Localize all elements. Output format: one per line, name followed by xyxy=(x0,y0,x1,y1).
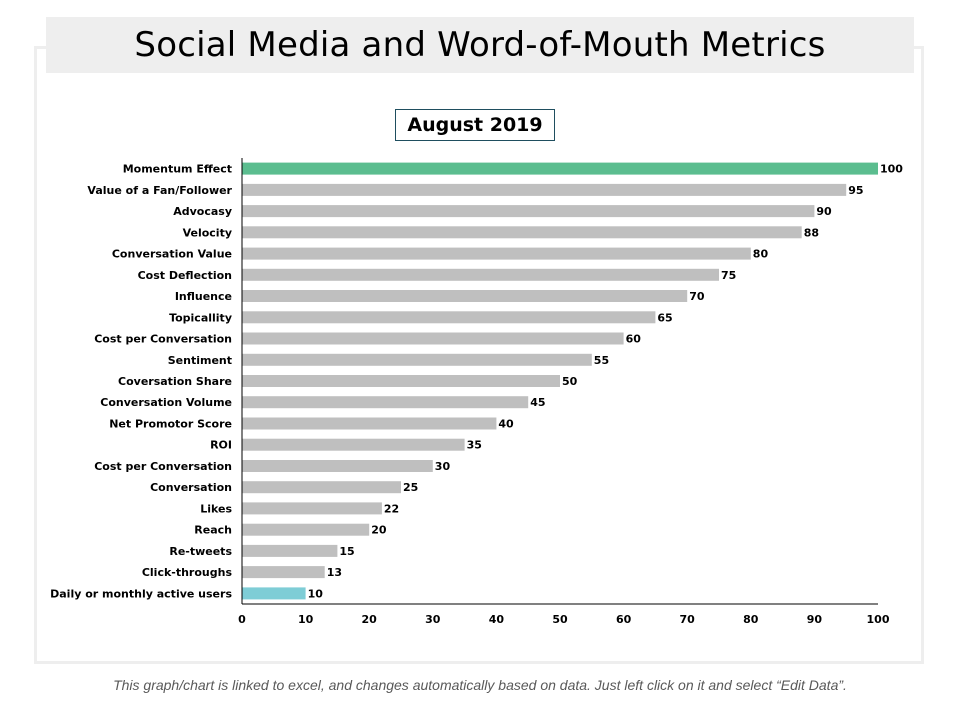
data-label: 10 xyxy=(308,587,324,600)
data-label: 20 xyxy=(371,524,387,537)
data-label: 22 xyxy=(384,502,399,515)
category-label: Re-tweets xyxy=(169,545,232,558)
footer-note: This graph/chart is linked to excel, and… xyxy=(113,677,847,693)
x-tick-label: 40 xyxy=(489,613,505,626)
data-label: 80 xyxy=(753,248,769,261)
bar xyxy=(242,502,382,515)
category-label: Daily or monthly active users xyxy=(50,587,232,600)
bar xyxy=(242,481,401,494)
data-label: 88 xyxy=(804,226,819,239)
category-label: Likes xyxy=(200,502,232,515)
bar xyxy=(242,162,878,175)
x-tick-label: 10 xyxy=(298,613,314,626)
bar xyxy=(242,523,370,536)
page-title: Social Media and Word-of-Mouth Metrics xyxy=(134,25,826,65)
bar xyxy=(242,375,560,387)
chart-title: August 2019 xyxy=(395,109,555,141)
x-tick-label: 20 xyxy=(362,613,378,626)
x-tick-label: 100 xyxy=(867,613,890,626)
bar xyxy=(242,311,656,324)
x-tick-label: 90 xyxy=(807,613,823,626)
data-label: 13 xyxy=(327,566,342,579)
data-label: 40 xyxy=(498,418,514,431)
category-label: Cost per Conversation xyxy=(94,333,232,346)
category-label: Conversation Volume xyxy=(100,396,232,409)
bar xyxy=(242,396,529,409)
data-label: 25 xyxy=(403,481,418,494)
bar xyxy=(242,417,497,430)
x-tick-label: 60 xyxy=(616,613,632,626)
data-label: 45 xyxy=(530,396,545,409)
x-tick-label: 70 xyxy=(680,613,696,626)
category-label: Coversation Share xyxy=(118,375,232,388)
category-label: Value of a Fan/Follower xyxy=(87,184,232,197)
category-label: Topicallity xyxy=(169,311,232,324)
category-label: Cost per Conversation xyxy=(94,460,232,473)
data-label: 65 xyxy=(657,311,672,324)
bar xyxy=(242,438,465,451)
category-label: Conversation Value xyxy=(112,248,232,261)
bar xyxy=(242,183,847,196)
data-label: 35 xyxy=(467,439,482,452)
x-tick-label: 30 xyxy=(425,613,441,626)
bar xyxy=(242,460,433,472)
title-band: Social Media and Word-of-Mouth Metrics xyxy=(46,17,914,73)
bar xyxy=(242,544,338,557)
data-label: 75 xyxy=(721,269,736,282)
category-label: Velocity xyxy=(183,226,232,239)
category-label: Sentiment xyxy=(168,354,232,367)
bar xyxy=(242,566,325,579)
data-label: 15 xyxy=(339,545,354,558)
x-tick-label: 0 xyxy=(238,613,246,626)
bar xyxy=(242,268,719,281)
category-label: Reach xyxy=(194,524,232,537)
data-label: 30 xyxy=(435,460,451,473)
category-label: Conversation xyxy=(150,481,232,494)
data-label: 50 xyxy=(562,375,578,388)
data-label: 70 xyxy=(689,290,705,303)
x-tick-label: 80 xyxy=(743,613,759,626)
bar xyxy=(242,332,624,345)
data-label: 90 xyxy=(816,205,832,218)
category-label: Cost Deflection xyxy=(138,269,232,282)
bar xyxy=(242,205,815,218)
bar xyxy=(242,247,751,260)
category-label: Click-throughs xyxy=(142,566,233,579)
data-label: 55 xyxy=(594,354,609,367)
category-label: Advocasy xyxy=(173,205,232,218)
category-label: ROI xyxy=(210,439,232,452)
category-label: Influence xyxy=(175,290,232,303)
bar xyxy=(242,587,306,600)
data-label: 95 xyxy=(848,184,863,197)
bar xyxy=(242,353,592,366)
data-label: 100 xyxy=(880,163,903,176)
bar xyxy=(242,226,802,239)
data-label: 60 xyxy=(626,333,642,346)
x-tick-label: 50 xyxy=(552,613,568,626)
category-label: Net Promotor Score xyxy=(109,418,232,431)
bar xyxy=(242,290,688,302)
category-label: Momentum Effect xyxy=(123,163,232,176)
